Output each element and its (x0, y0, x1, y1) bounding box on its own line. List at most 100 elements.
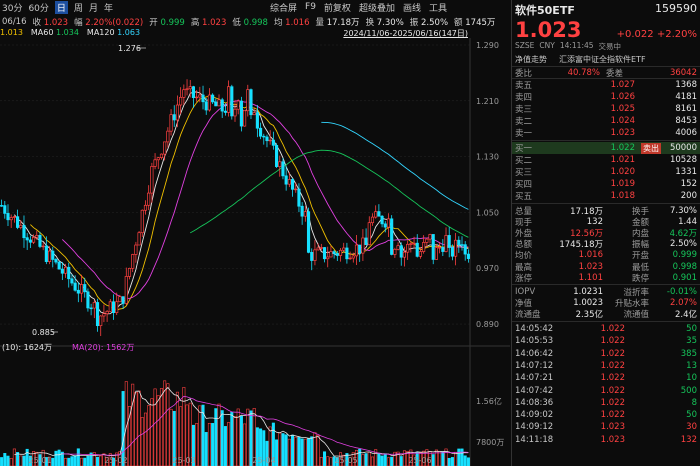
amp-label: 振 (409, 18, 419, 28)
range-value: 2.20%(0.022) (85, 18, 144, 28)
tick-price: 1.022 (600, 336, 625, 347)
volume-bar (188, 402, 192, 466)
candles (0, 79, 470, 337)
candle-body (19, 224, 23, 228)
stat-label: 总额 (515, 240, 533, 251)
candle-body (306, 211, 311, 253)
candle-body (115, 301, 119, 313)
volume-bar (441, 451, 445, 466)
candle-body (367, 222, 371, 246)
candle-body (415, 242, 419, 257)
period-60m[interactable]: 60分 (28, 3, 49, 14)
period-month[interactable]: 月 (88, 3, 98, 14)
candle-body (105, 310, 109, 314)
low-label: 0.885 (32, 328, 55, 337)
volume-bar (358, 448, 362, 466)
period-30m[interactable]: 30分 (2, 3, 23, 14)
volume-bars (0, 380, 470, 466)
volume-bar (16, 452, 20, 466)
period-year[interactable]: 年 (103, 3, 113, 14)
tick-row: 14:06:42 1.022 385 (512, 347, 700, 359)
candle-body (86, 291, 90, 309)
candle-body (463, 244, 467, 255)
candle-body (0, 205, 4, 207)
vol-value: 17.18万 (326, 18, 360, 28)
bid-volume: 200 (680, 191, 697, 201)
volume-bar (425, 449, 429, 466)
axis-labels: 1.290 1.210 1.130 1.050 0.970 0.890 1.56亿 7800万… (2, 41, 504, 465)
stat-value-2: -0.01% (666, 286, 697, 297)
bid-row: 买四 1.019 152 (512, 178, 700, 190)
volume-bar (287, 438, 291, 466)
net-trend-link[interactable]: 净值走势 (515, 55, 547, 64)
volume-bar (393, 451, 397, 466)
volume-bar (121, 391, 125, 466)
volume-bar (67, 457, 71, 466)
candle-body (230, 86, 234, 117)
volume-bar (169, 408, 173, 466)
candle-body (143, 204, 148, 211)
candle-body (447, 235, 451, 248)
period-week[interactable]: 周 (73, 3, 83, 14)
volume-bar (80, 457, 84, 466)
menu-draw[interactable]: 画线 (402, 3, 421, 14)
bid-label: 买四 (515, 180, 533, 190)
avg-value: 1.016 (285, 18, 310, 28)
period-day[interactable]: 日 (54, 0, 68, 14)
candle-body (25, 237, 29, 241)
toolbar: 综合屏 F9 前复权 超级叠加 画线 工具 (270, 0, 447, 14)
candle-body (351, 255, 355, 259)
volume-bar (303, 438, 307, 466)
menu-overlay[interactable]: 超级叠加 (358, 3, 395, 14)
ask-price: 1.023 (610, 128, 635, 138)
tick-row: 14:05:53 1.022 35 (512, 335, 700, 347)
candle-body (63, 266, 68, 274)
candle-body (338, 249, 343, 256)
weicha-label: 委差 (606, 68, 624, 79)
volume-bar (329, 457, 333, 466)
volume-bar (137, 390, 141, 466)
vol-ma20-legend: MA(20): 1562万 (72, 343, 134, 352)
bid-row: 买一 1.022 卖出 50000 (512, 142, 700, 154)
kline-chart[interactable]: 1.290 1.210 1.130 1.050 0.970 0.890 1.56亿 7800万… (0, 38, 510, 466)
candle-body (290, 179, 295, 190)
bar-date: 06/16 (2, 17, 27, 27)
candle-body (281, 161, 285, 177)
index-name: 汇添富中证全指软件ETF (559, 55, 646, 64)
menu-tools[interactable]: 工具 (428, 3, 447, 14)
close-value: 1.023 (43, 18, 69, 28)
sell-tag: 卖出 (641, 142, 661, 154)
volume-bar (332, 456, 336, 466)
menu-overview[interactable]: 综合屏 (270, 3, 298, 14)
ma-line (30, 95, 469, 311)
stat-label-2: 开盘 (631, 251, 649, 262)
market: SZSE (515, 41, 535, 50)
candle-body (147, 192, 151, 206)
volume-bar (25, 448, 29, 466)
stat-label-2: 流通值 (623, 310, 649, 321)
candle-body (348, 257, 352, 260)
candle-body (127, 267, 132, 277)
candle-body (99, 315, 103, 327)
tick-price: 1.022 (600, 373, 625, 384)
menu-adjust[interactable]: 前复权 (323, 3, 351, 14)
tick-volume: 35 (686, 336, 697, 347)
bid-row: 买五 1.018 200 (512, 190, 700, 202)
candle-body (195, 96, 199, 99)
stat-row: 外盘 12.56万 内盘 4.62万 (512, 227, 700, 239)
stat-value: 1.0231 (573, 286, 603, 297)
candle-body (92, 302, 96, 309)
volume-bar (438, 451, 442, 466)
candle-body (188, 86, 192, 90)
candle-body (402, 251, 407, 258)
stat-value: 1745.18万 (559, 240, 603, 251)
volume-bar (466, 457, 470, 466)
high-value: 1.023 (202, 18, 227, 28)
candle-body (166, 130, 170, 143)
stat-label: 现手 (515, 217, 533, 228)
volume-bar (457, 448, 461, 466)
open-label: 开 (149, 18, 158, 28)
bid-volume: 152 (680, 179, 697, 189)
menu-f9[interactable]: F9 (305, 2, 316, 12)
volume-bar (294, 436, 298, 466)
